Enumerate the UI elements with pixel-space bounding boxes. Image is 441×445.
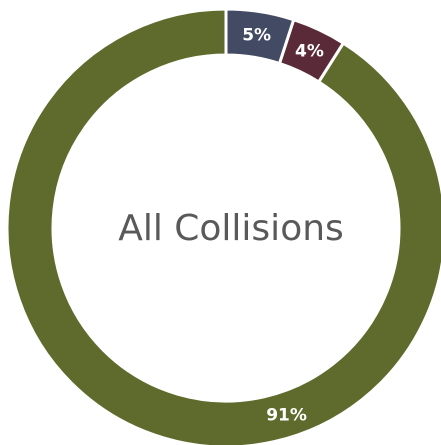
donut-slices xyxy=(5,7,441,445)
slice-5 xyxy=(224,7,296,66)
slice-label-5: 5% xyxy=(242,25,271,45)
slice-labels: 91% 4% 5% xyxy=(242,25,324,425)
slice-label-4: 4% xyxy=(295,42,324,62)
slice-label-91: 91% xyxy=(266,405,307,425)
center-title: All Collisions xyxy=(118,208,344,249)
slice-91 xyxy=(5,7,441,445)
